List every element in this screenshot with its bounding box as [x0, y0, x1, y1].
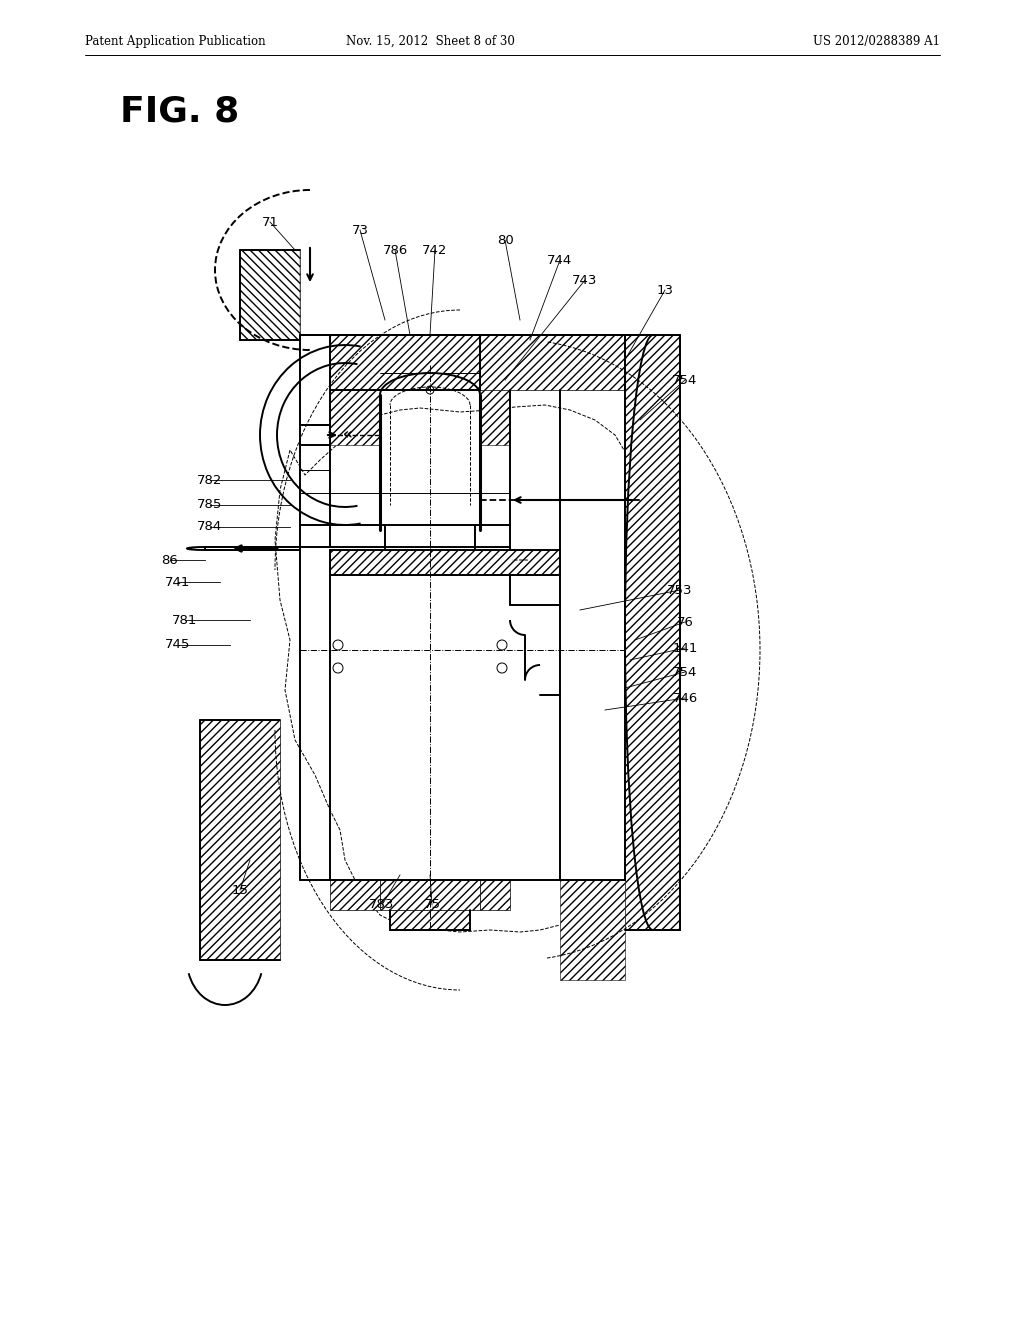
Text: 15: 15 — [231, 883, 249, 896]
Bar — [240, 249, 300, 341]
Text: 73: 73 — [351, 223, 369, 236]
Text: 784: 784 — [198, 520, 222, 533]
Bar — [380, 880, 480, 909]
Text: 782: 782 — [198, 474, 222, 487]
Text: 754: 754 — [673, 374, 697, 387]
Text: Patent Application Publication: Patent Application Publication — [85, 36, 265, 48]
Text: 86: 86 — [162, 553, 178, 566]
Text: 76: 76 — [677, 615, 693, 628]
Text: 141: 141 — [673, 642, 697, 655]
Bar — [330, 335, 480, 389]
Text: 753: 753 — [668, 583, 693, 597]
Bar — [330, 389, 380, 445]
Text: 80: 80 — [497, 234, 513, 247]
Bar — [480, 335, 625, 389]
Text: US 2012/0288389 A1: US 2012/0288389 A1 — [813, 36, 940, 48]
Bar — [240, 249, 300, 341]
Text: «: « — [343, 428, 353, 442]
Bar — [205, 546, 300, 550]
Text: 75: 75 — [424, 899, 440, 912]
Text: 741: 741 — [165, 576, 190, 589]
Text: 13: 13 — [656, 284, 674, 297]
Text: 745: 745 — [165, 639, 190, 652]
Text: 786: 786 — [382, 243, 408, 256]
Bar — [625, 335, 680, 931]
Bar — [200, 719, 280, 960]
Text: 742: 742 — [422, 243, 447, 256]
Text: 754: 754 — [673, 665, 697, 678]
Text: 71: 71 — [261, 215, 279, 228]
Text: 743: 743 — [572, 273, 598, 286]
Bar — [390, 909, 470, 931]
Bar — [480, 880, 510, 909]
Bar — [330, 550, 560, 576]
Text: 746: 746 — [673, 692, 697, 705]
Text: 781: 781 — [172, 614, 198, 627]
Text: 783: 783 — [370, 899, 394, 912]
Bar — [560, 880, 625, 979]
Bar — [625, 335, 680, 389]
Text: FIG. 8: FIG. 8 — [120, 95, 240, 129]
Text: Nov. 15, 2012  Sheet 8 of 30: Nov. 15, 2012 Sheet 8 of 30 — [345, 36, 514, 48]
Bar — [480, 389, 510, 445]
Text: 744: 744 — [548, 253, 572, 267]
Text: 785: 785 — [198, 499, 222, 511]
Bar — [330, 880, 380, 909]
